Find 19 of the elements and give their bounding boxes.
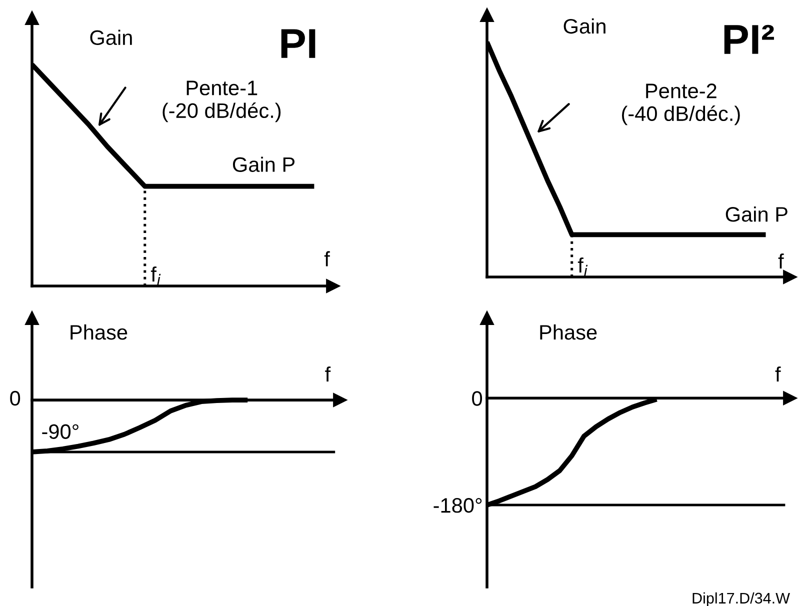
annotation: -90° xyxy=(42,424,78,439)
x-axis-title: f xyxy=(324,251,330,266)
text: f$_{i}$ xyxy=(150,266,161,285)
annotation: Gain P xyxy=(232,156,295,172)
y-axis-title: Gain xyxy=(90,30,132,46)
y-axis-title: Gain xyxy=(564,18,606,34)
x-axis-title: f xyxy=(775,366,781,382)
chart-title: PI xyxy=(281,29,316,58)
y-tick-label: -180° xyxy=(434,498,482,513)
annotation: Gain P xyxy=(726,206,788,222)
y-axis-title: Phase xyxy=(70,324,128,340)
annotation: Pente-1 (-20 dB/déc.) xyxy=(162,80,281,122)
x-axis-title: f xyxy=(325,366,331,382)
x-axis-title: f xyxy=(778,253,784,269)
annotation: Pente-2 (-40 dB/déc.) xyxy=(622,84,740,126)
y-axis-title: Phase xyxy=(540,324,597,340)
text: f$_{i}$ xyxy=(578,257,588,276)
text: 0 xyxy=(10,390,20,406)
chart-title: PI² xyxy=(724,24,774,54)
